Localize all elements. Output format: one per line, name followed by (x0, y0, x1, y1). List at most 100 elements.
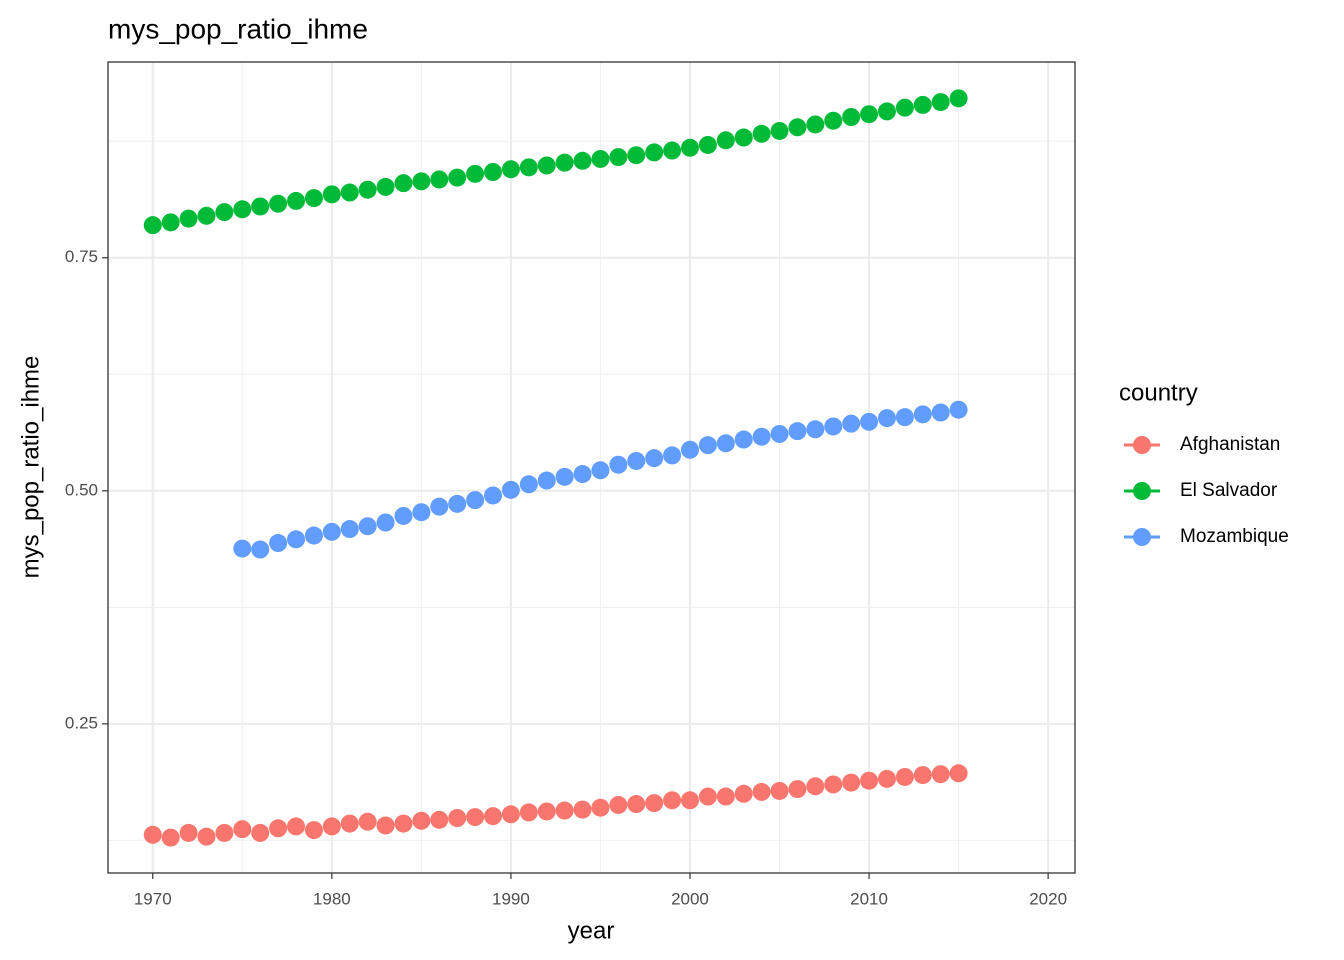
point (340, 520, 359, 539)
point (591, 461, 610, 480)
point (269, 194, 288, 213)
point (788, 118, 807, 137)
point (752, 427, 771, 446)
point (448, 809, 467, 828)
point (734, 784, 753, 803)
point (716, 787, 735, 806)
point (394, 174, 413, 193)
point (322, 522, 341, 541)
point (698, 436, 717, 455)
point (430, 170, 449, 189)
x-tick-label: 2020 (1029, 889, 1067, 908)
point (143, 216, 162, 235)
point (877, 769, 896, 788)
point (161, 213, 180, 232)
point (573, 800, 592, 819)
point (770, 424, 789, 443)
point (161, 828, 180, 847)
point (573, 151, 592, 170)
point (358, 812, 377, 831)
point (680, 440, 699, 459)
point (824, 111, 843, 130)
point (484, 486, 503, 505)
point (949, 400, 968, 419)
point (895, 98, 914, 117)
point (251, 197, 270, 216)
point (591, 149, 610, 168)
point (466, 164, 485, 183)
point (806, 777, 825, 796)
point (519, 158, 538, 177)
point (663, 446, 682, 465)
point (197, 206, 216, 225)
point (501, 480, 520, 499)
point (519, 475, 538, 494)
point (358, 180, 377, 199)
point (304, 526, 323, 545)
point (716, 131, 735, 150)
point (752, 782, 771, 801)
point (931, 93, 950, 112)
point (609, 455, 628, 474)
point (179, 823, 198, 842)
x-tick-label: 2010 (850, 889, 888, 908)
point (860, 412, 879, 431)
point (430, 497, 449, 516)
x-tick-label: 2000 (671, 889, 709, 908)
point (824, 417, 843, 436)
point (143, 825, 162, 844)
legend-label: Afghanistan (1180, 434, 1280, 455)
point (627, 146, 646, 165)
point (501, 805, 520, 824)
point (394, 814, 413, 833)
point (895, 408, 914, 427)
point (412, 503, 431, 522)
x-axis-title: year (568, 917, 615, 944)
point (287, 817, 306, 836)
point (806, 115, 825, 134)
point (448, 494, 467, 513)
point (340, 814, 359, 833)
point (645, 449, 664, 468)
point (877, 102, 896, 121)
point (663, 141, 682, 160)
point (913, 405, 932, 424)
point (734, 430, 753, 449)
y-tick-label: 0.25 (65, 713, 98, 732)
point (197, 827, 216, 846)
point (680, 791, 699, 810)
point (752, 124, 771, 143)
point (179, 209, 198, 228)
point (698, 135, 717, 154)
point (770, 121, 789, 140)
point (627, 795, 646, 814)
point (949, 764, 968, 783)
point (484, 162, 503, 181)
point (251, 823, 270, 842)
point (269, 534, 288, 553)
point (233, 200, 252, 219)
point (519, 803, 538, 822)
point (233, 539, 252, 558)
point (412, 172, 431, 191)
point (376, 177, 395, 196)
point (698, 787, 717, 806)
point (537, 156, 556, 175)
point (376, 816, 395, 835)
point (537, 802, 556, 821)
point (322, 817, 341, 836)
point (430, 810, 449, 829)
point (448, 168, 467, 187)
legend-title: country (1119, 379, 1198, 406)
point (233, 820, 252, 839)
point (788, 422, 807, 441)
point (627, 451, 646, 470)
point (358, 517, 377, 536)
legend-label: Mozambique (1180, 526, 1289, 547)
y-axis-title: mys_pop_ratio_ihme (17, 356, 44, 579)
point (215, 823, 234, 842)
point (466, 808, 485, 827)
point (609, 795, 628, 814)
point (591, 798, 610, 817)
point (287, 191, 306, 210)
